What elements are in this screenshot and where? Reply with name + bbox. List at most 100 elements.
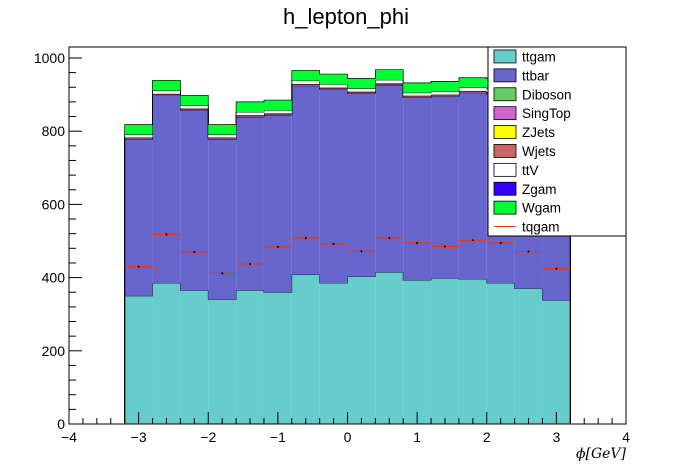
bar-ttv-8 (347, 88, 376, 92)
bar-wjets-0 (124, 137, 153, 139)
legend-swatch (493, 200, 517, 215)
bar-wgam-7 (319, 74, 348, 85)
bar-singtop-4 (236, 115, 264, 117)
bar-wjets-3 (208, 137, 237, 139)
bar-ttgam-6 (291, 274, 320, 424)
x-tick-label: −3 (131, 429, 147, 445)
legend-swatch (493, 144, 517, 158)
bar-ttgam-12 (458, 279, 487, 424)
bar-wgam-11 (431, 81, 459, 92)
legend-label: ttbar (522, 68, 550, 83)
bar-singtop-2 (180, 109, 209, 111)
bar-ttv-12 (458, 87, 487, 91)
bar-ttv-4 (236, 112, 264, 116)
bar-wjets-10 (403, 95, 432, 97)
bar-wjets-2 (180, 108, 209, 110)
x-tick-label: −2 (200, 429, 216, 445)
legend-entry-ttbar: ttbar (493, 68, 550, 83)
x-axis: −4 −3 −2 −1 0 1 2 3 4 (61, 412, 630, 445)
legend-label: ttV (522, 163, 539, 178)
bar-ttbar-10 (403, 97, 432, 281)
bar-ttgam-10 (403, 280, 432, 424)
bar-ttgam-4 (236, 290, 264, 424)
bar-ttbar-2 (180, 110, 209, 291)
bar-singtop-0 (124, 138, 153, 140)
x-tick-label: 2 (483, 429, 491, 445)
bar-wgam-0 (124, 124, 153, 135)
bar-wgam-12 (458, 77, 487, 88)
bar-ttgam-7 (319, 283, 348, 424)
bar-wgam-2 (180, 95, 209, 106)
legend-swatch (493, 181, 517, 196)
legend-swatch (493, 162, 517, 177)
bar-ttgam-14 (514, 288, 543, 424)
point-tqgam-8 (347, 248, 376, 254)
bar-wjets-1 (152, 93, 181, 95)
bar-ttbar-8 (347, 93, 376, 277)
y-tick-label: 600 (42, 196, 66, 212)
x-axis-title: ϕ[GeV] (576, 446, 627, 462)
legend-label: tqgam (522, 220, 560, 235)
bar-wjets-6 (291, 83, 320, 85)
bar-wgam-3 (208, 124, 237, 135)
bar-wjets-9 (375, 83, 404, 84)
bar-singtop-11 (431, 95, 459, 97)
bar-ttbar-12 (458, 92, 487, 280)
legend-swatch (493, 68, 517, 83)
bar-ttgam-11 (431, 278, 459, 424)
bar-singtop-1 (152, 94, 181, 96)
legend-entry-wjets: Wjets (493, 144, 556, 159)
bar-singtop-7 (319, 88, 348, 90)
bar-ttgam-0 (124, 295, 153, 424)
bar-ttv-2 (180, 105, 209, 109)
bar-wjets-4 (236, 115, 264, 116)
x-tick-label: 0 (344, 429, 352, 445)
point-tqgam-7 (319, 241, 348, 247)
bar-ttgam-1 (152, 283, 181, 424)
y-tick-label: 0 (57, 416, 65, 432)
chart-title: h_lepton_phi (283, 4, 409, 29)
bar-ttbar-4 (236, 116, 264, 291)
legend-label: ttgam (522, 49, 556, 64)
x-tick-label: 1 (413, 429, 421, 445)
bar-ttgam-9 (375, 272, 404, 424)
y-tick-label: 1000 (34, 50, 65, 66)
point-tqgam-9 (375, 235, 404, 241)
legend: ttgam ttbar Diboson SingTop ZJets Wjets ttV Zga… (487, 46, 627, 237)
point-tqgam-15 (542, 266, 571, 272)
legend-swatch (493, 49, 517, 64)
point-tqgam-12 (458, 237, 487, 243)
bar-singtop-5 (263, 113, 292, 116)
bar-singtop-3 (208, 138, 237, 140)
point-tqgam-0 (124, 264, 153, 270)
bar-ttv-0 (124, 134, 153, 138)
bar-singtop-6 (291, 84, 320, 86)
legend-swatch (493, 125, 517, 139)
x-tick-label: −1 (270, 429, 286, 445)
bar-ttbar-11 (431, 96, 459, 279)
bar-wgam-6 (291, 70, 320, 81)
signal-layer (124, 231, 571, 276)
y-tick-label: 200 (42, 343, 66, 359)
bar-ttbar-7 (319, 89, 348, 284)
legend-label: Diboson (522, 87, 572, 102)
bar-singtop-12 (458, 91, 487, 93)
legend-label: ZJets (522, 125, 555, 140)
legend-entry-ttv: ttV (493, 162, 539, 178)
bar-wgam-10 (403, 82, 432, 93)
bar-wgam-1 (152, 80, 181, 91)
legend-label: Wgam (522, 201, 561, 216)
bar-wjets-11 (431, 94, 459, 96)
point-tqgam-14 (514, 249, 543, 255)
point-tqgam-10 (403, 240, 432, 246)
x-tick-label: 4 (622, 429, 630, 445)
legend-entry-ttgam: ttgam (493, 49, 556, 64)
bar-wjets-5 (263, 113, 292, 114)
bar-singtop-10 (403, 96, 432, 98)
bar-wgam-8 (347, 78, 376, 89)
point-tqgam-5 (263, 244, 292, 250)
bar-ttbar-5 (263, 115, 292, 293)
bar-singtop-9 (375, 83, 404, 86)
x-tick-label: −4 (61, 429, 77, 445)
